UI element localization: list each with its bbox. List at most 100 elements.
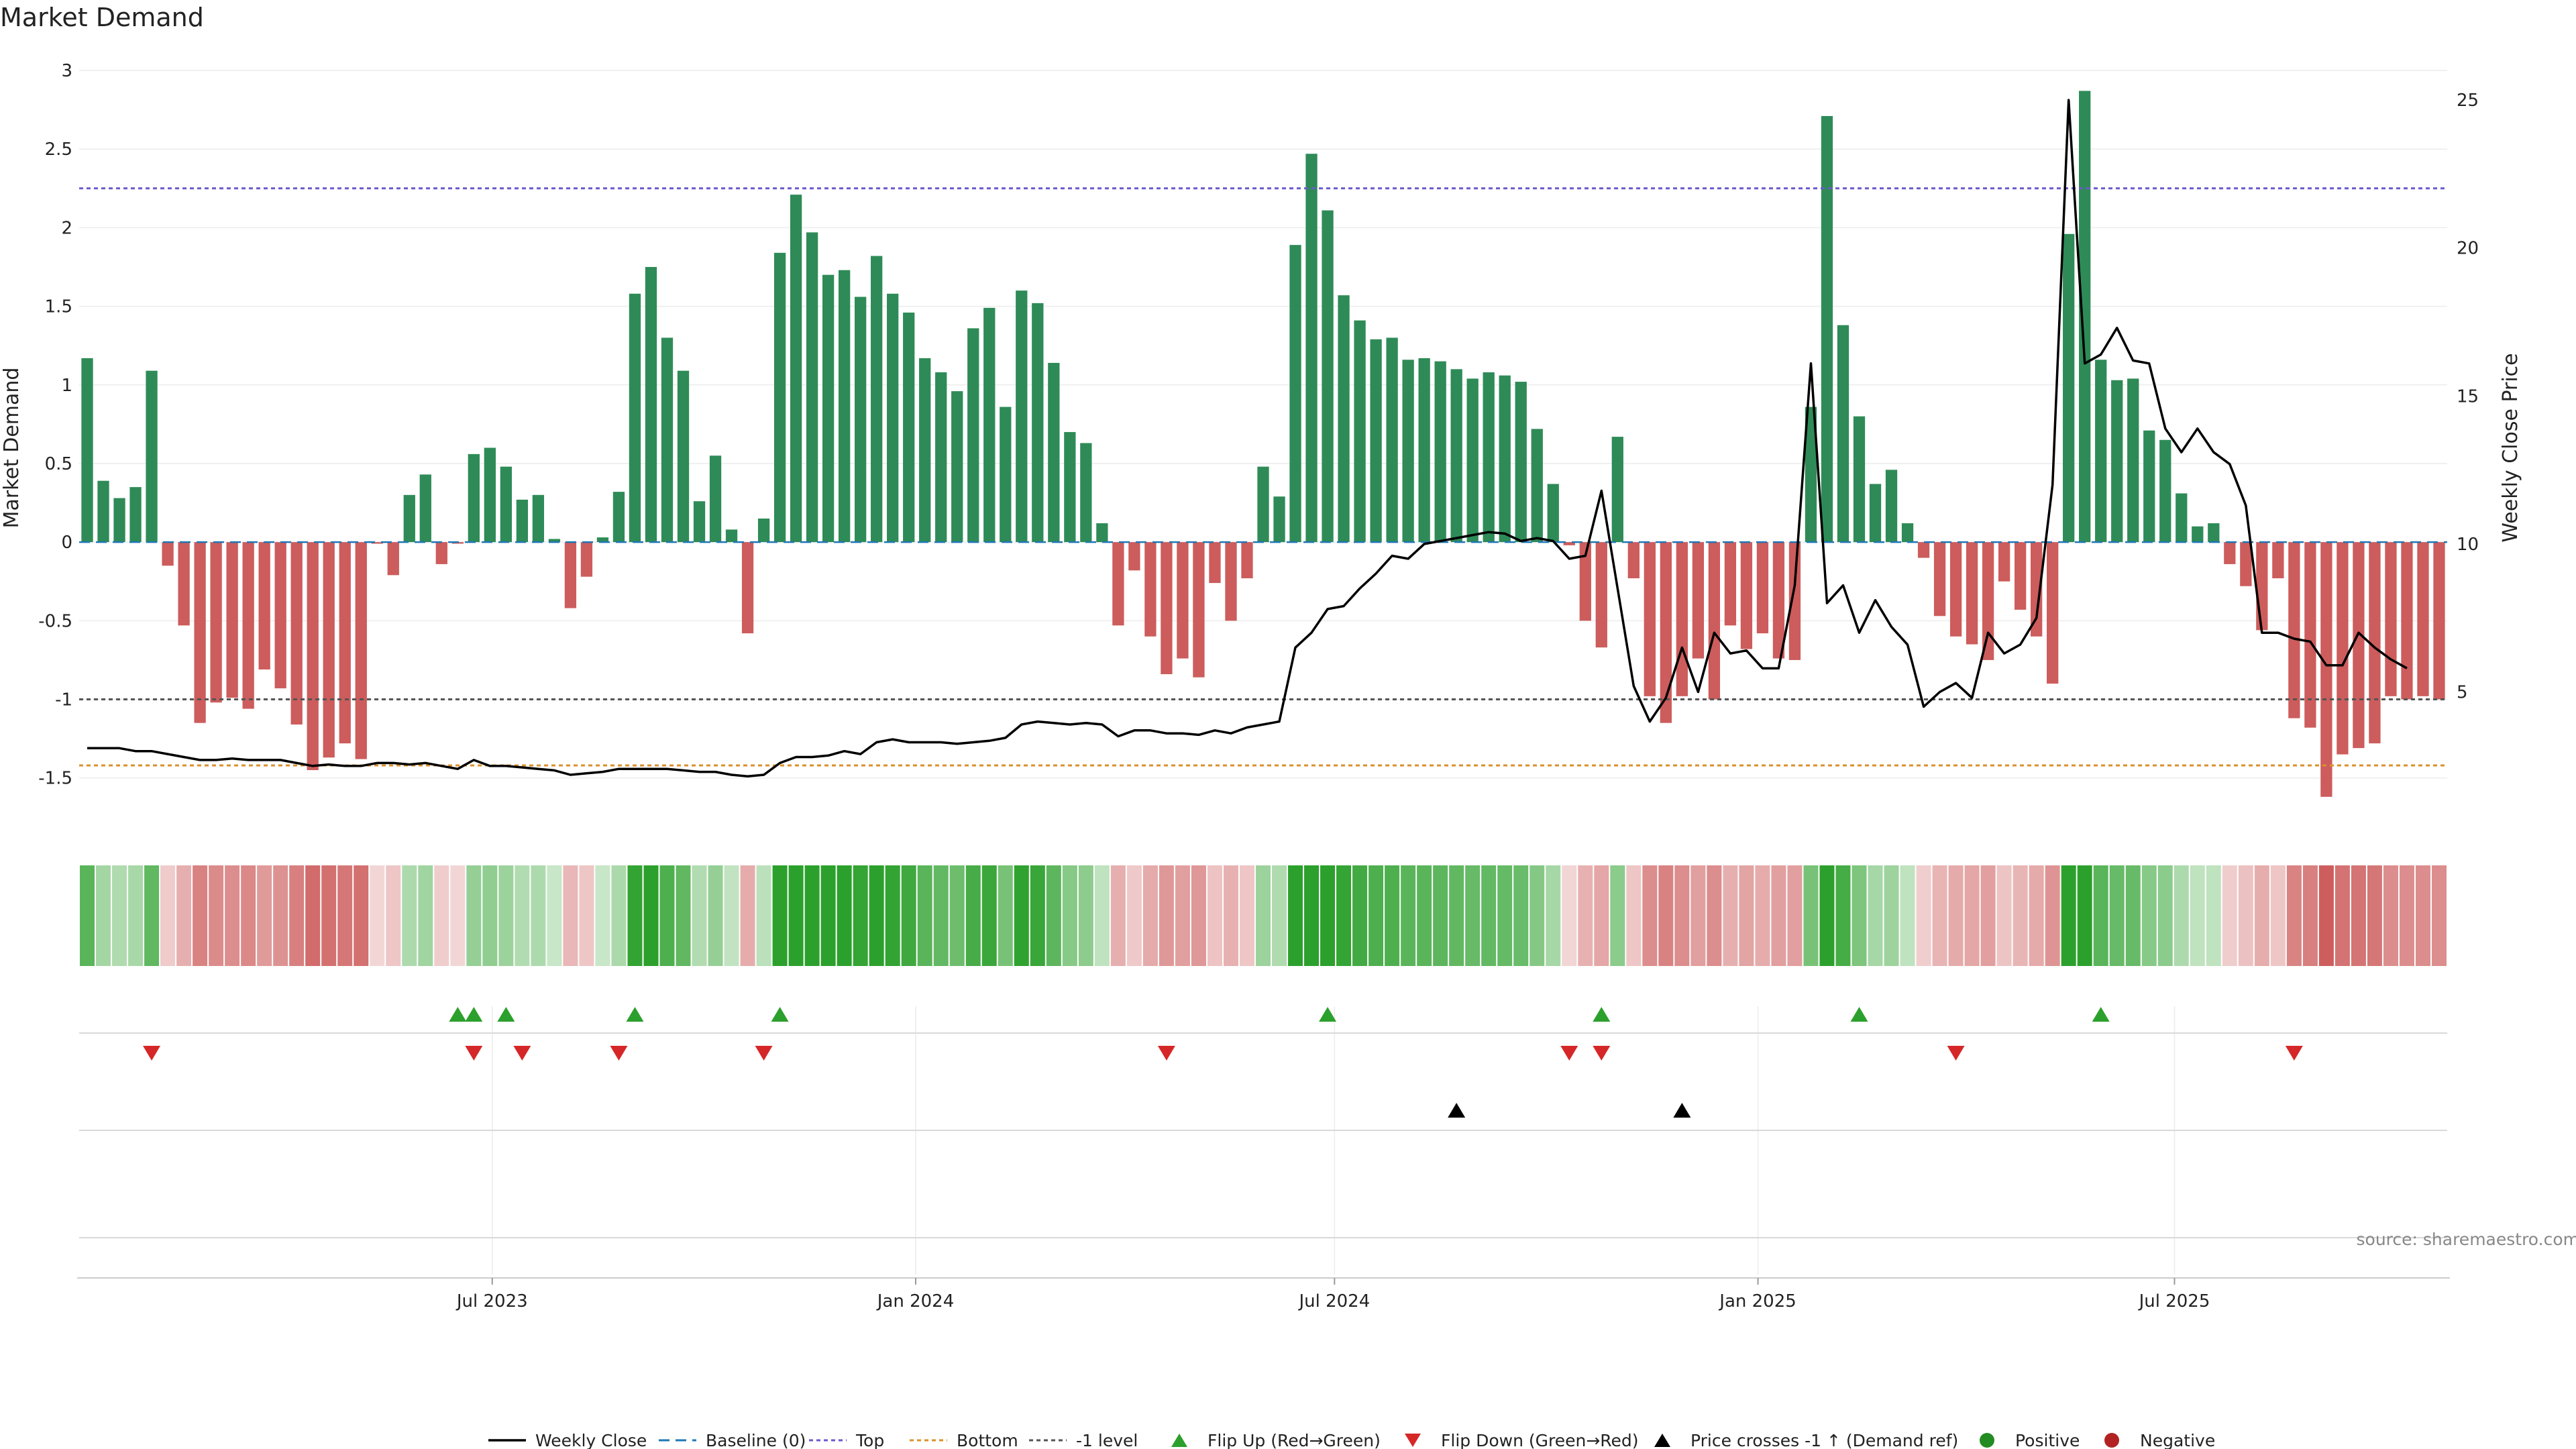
demand-bar — [822, 274, 835, 543]
legend-marker-flip-up — [1171, 1434, 1187, 1447]
flip-up-marker — [465, 1007, 483, 1022]
heat-cell — [1336, 865, 1352, 966]
heat-cell — [515, 865, 530, 966]
heat-cell — [2077, 865, 2092, 966]
demand-bar — [1370, 339, 1382, 543]
heat-cell — [498, 865, 514, 966]
heat-cell — [1175, 865, 1190, 966]
heat-cell — [2222, 865, 2237, 966]
demand-bar — [1144, 542, 1157, 637]
heat-cell — [804, 865, 820, 966]
legend-label-top: Top — [855, 1431, 884, 1449]
legend-label-positive: Positive — [2015, 1431, 2080, 1449]
heat-cell — [337, 865, 353, 966]
demand-bar — [903, 312, 915, 543]
heat-cell — [2141, 865, 2157, 966]
heat-cell — [257, 865, 272, 966]
heat-cell — [611, 865, 627, 966]
heat-cell — [144, 865, 160, 966]
flip-down-marker — [610, 1046, 628, 1061]
heat-cell — [837, 865, 852, 966]
heat-cell — [1320, 865, 1336, 966]
weekly-close-line — [87, 99, 2408, 777]
legend-marker-negative — [2104, 1433, 2119, 1448]
demand-bar — [1080, 443, 1092, 543]
flip-up-marker — [1850, 1007, 1868, 1022]
demand-bar — [1450, 369, 1462, 543]
heat-cell — [2399, 865, 2414, 966]
demand-bar — [1322, 210, 1334, 543]
demand-bar — [1032, 303, 1044, 543]
demand-bar — [2320, 542, 2332, 797]
heat-cell — [853, 865, 868, 966]
heat-cell — [193, 865, 208, 966]
flip-down-marker — [2285, 1046, 2303, 1061]
heat-cell — [788, 865, 804, 966]
flip-up-marker — [626, 1007, 644, 1022]
demand-bar — [1611, 437, 1623, 543]
heat-cell — [1626, 865, 1642, 966]
heat-cell — [1803, 865, 1819, 966]
y2-tick-label: 25 — [2457, 91, 2479, 111]
heat-cell — [998, 865, 1013, 966]
demand-bar — [1708, 542, 1721, 700]
demand-bar — [2385, 542, 2397, 696]
heat-cell — [1739, 865, 1754, 966]
demand-bar — [2079, 91, 2091, 543]
heat-cell — [563, 865, 578, 966]
heat-cell — [917, 865, 932, 966]
heat-cell — [676, 865, 691, 966]
heat-cell — [772, 865, 788, 966]
heat-cell — [1368, 865, 1384, 966]
demand-bar — [113, 498, 125, 543]
demand-bar — [1466, 378, 1479, 543]
demand-bar — [2417, 542, 2429, 696]
heat-cell — [1948, 865, 1964, 966]
heat-cell — [1078, 865, 1093, 966]
heat-cell — [2334, 865, 2350, 966]
chart-title: Market Demand — [0, 3, 204, 32]
demand-bar — [1627, 542, 1640, 579]
demand-bar — [1966, 542, 1978, 645]
heat-cell — [1916, 865, 1931, 966]
demand-bar — [1418, 358, 1430, 543]
demand-bar — [951, 391, 963, 543]
demand-bar — [2176, 493, 2188, 543]
demand-bar — [1499, 375, 1511, 543]
heat-cell — [466, 865, 482, 966]
heat-cell — [949, 865, 965, 966]
demand-bar — [1853, 416, 1866, 543]
flip-down-marker — [513, 1046, 531, 1061]
demand-bar — [919, 358, 931, 543]
flip-down-marker — [1157, 1046, 1175, 1061]
heat-cell — [1046, 865, 1061, 966]
demand-bar — [2224, 542, 2236, 564]
heat-cell — [740, 865, 755, 966]
demand-bar — [580, 542, 593, 577]
y-axis-title: Market Demand — [0, 368, 23, 529]
heat-cell — [692, 865, 707, 966]
heat-cell — [305, 865, 321, 966]
heat-cell — [885, 865, 900, 966]
demand-bar — [2192, 526, 2204, 543]
legend-label-weekly-close: Weekly Close — [535, 1431, 647, 1449]
y-tick-label: 2.5 — [45, 140, 72, 160]
demand-bar — [645, 266, 657, 543]
flip-down-marker — [465, 1046, 483, 1061]
flip-up-marker — [1319, 1007, 1337, 1022]
heat-cell — [1465, 865, 1481, 966]
heat-cell — [160, 865, 176, 966]
heat-cell — [1771, 865, 1786, 966]
demand-bar — [500, 466, 513, 543]
flip-down-marker — [1947, 1046, 1965, 1061]
heat-cell — [1030, 865, 1045, 966]
demand-bar — [516, 499, 529, 543]
legend-label-flip-up: Flip Up (Red→Green) — [1208, 1431, 1381, 1449]
demand-bar — [871, 256, 883, 543]
demand-bar — [274, 542, 286, 689]
demand-bar — [2208, 523, 2220, 543]
demand-bar — [307, 542, 319, 770]
demand-bar — [1128, 542, 1140, 571]
demand-bar — [1209, 542, 1221, 584]
